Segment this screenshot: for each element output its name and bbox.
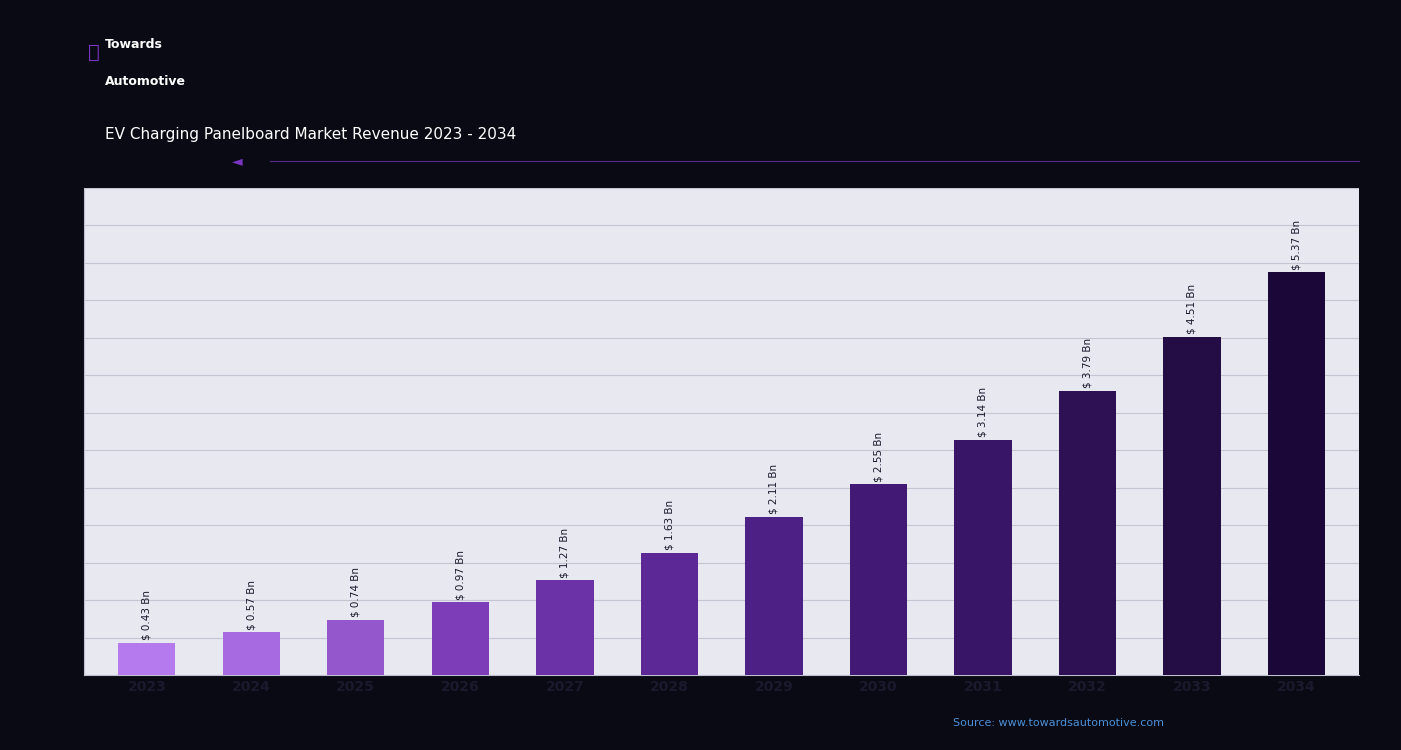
Bar [537, 580, 594, 675]
Text: $ 0.97 Bn: $ 0.97 Bn [455, 550, 465, 600]
Text: $ 2.11 Bn: $ 2.11 Bn [769, 464, 779, 514]
Text: $ 0.43 Bn: $ 0.43 Bn [142, 590, 151, 640]
Bar [326, 620, 384, 675]
Bar [954, 440, 1012, 675]
Text: $ 1.63 Bn: $ 1.63 Bn [664, 500, 674, 550]
Bar [849, 484, 906, 675]
Text: $ 0.57 Bn: $ 0.57 Bn [247, 580, 256, 630]
Text: Source: www.towardsautomotive.com: Source: www.towardsautomotive.com [953, 718, 1164, 728]
Bar [745, 517, 803, 675]
Bar [1059, 391, 1117, 675]
Text: $ 3.79 Bn: $ 3.79 Bn [1082, 338, 1093, 388]
Text: $ 3.14 Bn: $ 3.14 Bn [978, 387, 988, 437]
Text: ⬥: ⬥ [88, 43, 99, 62]
Bar [118, 643, 175, 675]
Bar [1163, 337, 1220, 675]
Text: Towards: Towards [105, 38, 163, 50]
Text: Automotive: Automotive [105, 75, 186, 88]
Text: ◄: ◄ [231, 154, 242, 168]
Bar [640, 553, 698, 675]
Text: $ 5.37 Bn: $ 5.37 Bn [1292, 220, 1302, 270]
Text: EV Charging Panelboard Market Revenue 2023 - 2034: EV Charging Panelboard Market Revenue 20… [105, 128, 517, 142]
Bar [223, 632, 280, 675]
Text: $ 0.74 Bn: $ 0.74 Bn [350, 567, 361, 617]
Bar [432, 602, 489, 675]
Text: $ 2.55 Bn: $ 2.55 Bn [873, 431, 883, 482]
Text: $ 1.27 Bn: $ 1.27 Bn [560, 527, 570, 578]
Text: $ 4.51 Bn: $ 4.51 Bn [1187, 284, 1196, 334]
Bar [1268, 272, 1325, 675]
